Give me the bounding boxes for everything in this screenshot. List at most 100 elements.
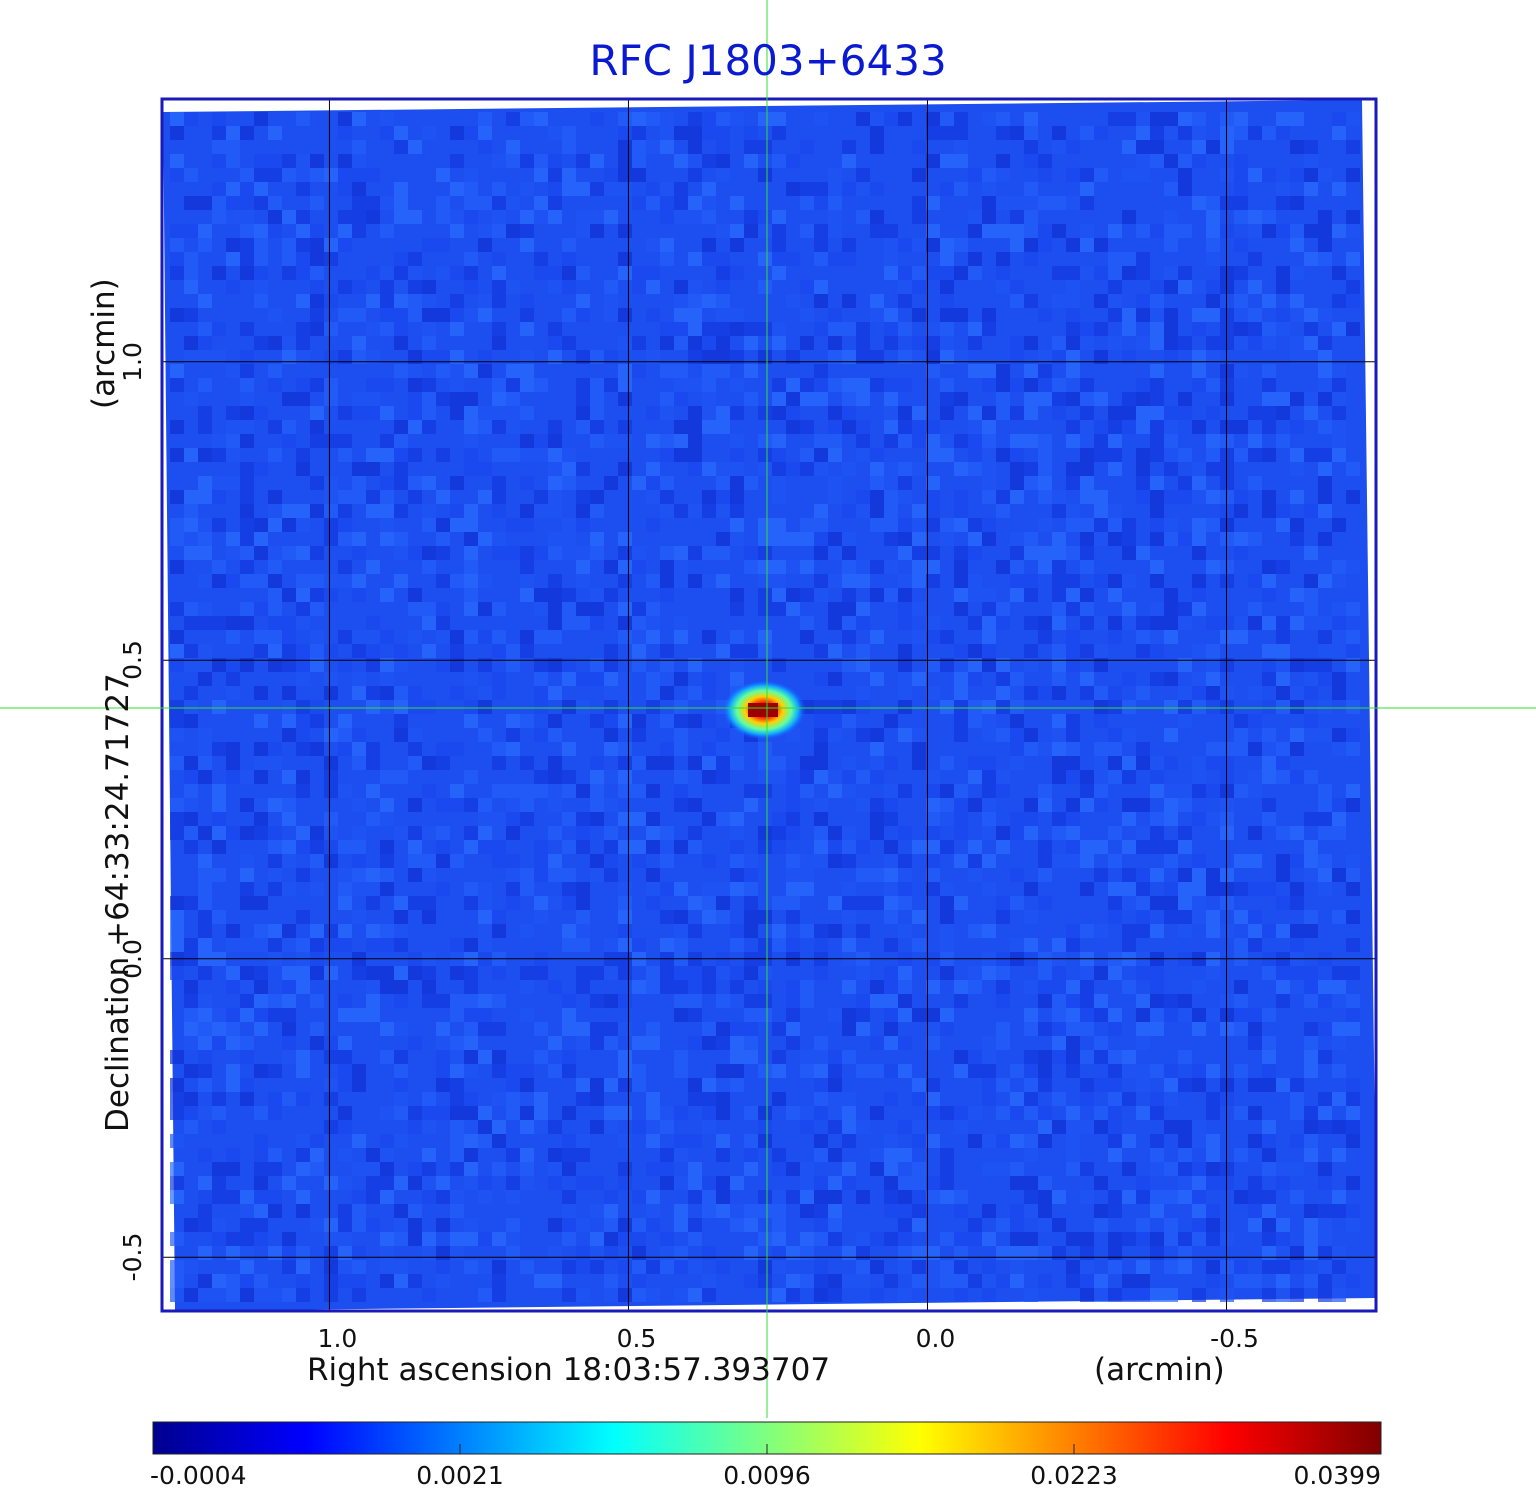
map-pixel: [296, 742, 310, 756]
map-pixel: [1346, 910, 1360, 924]
map-pixel: [1346, 700, 1360, 714]
map-pixel: [590, 588, 604, 602]
map-pixel: [1332, 1036, 1346, 1050]
map-pixel: [688, 1134, 702, 1148]
map-pixel: [1276, 1274, 1290, 1288]
map-pixel: [1206, 966, 1220, 980]
map-pixel: [1150, 1148, 1164, 1162]
map-pixel: [450, 224, 464, 238]
map-pixel: [1346, 210, 1360, 224]
map-pixel: [800, 560, 814, 574]
chart-title: RFC J1803+6433: [589, 36, 947, 85]
map-pixel: [422, 280, 436, 294]
map-pixel: [786, 532, 800, 546]
map-pixel: [898, 546, 912, 560]
map-pixel: [408, 868, 422, 882]
map-pixel: [436, 448, 450, 462]
map-pixel: [884, 1008, 898, 1022]
map-pixel: [1220, 658, 1234, 672]
map-pixel: [604, 1022, 618, 1036]
map-pixel: [478, 350, 492, 364]
map-pixel: [758, 462, 772, 476]
map-pixel: [1332, 406, 1346, 420]
map-pixel: [968, 1050, 982, 1064]
map-pixel: [1346, 1120, 1360, 1134]
map-pixel: [450, 1008, 464, 1022]
map-pixel: [1080, 602, 1094, 616]
map-pixel: [954, 182, 968, 196]
map-pixel: [1262, 1134, 1276, 1148]
map-pixel: [898, 854, 912, 868]
map-pixel: [226, 1036, 240, 1050]
map-pixel: [702, 1176, 716, 1190]
map-pixel: [240, 896, 254, 910]
map-pixel: [184, 308, 198, 322]
map-pixel: [618, 910, 632, 924]
map-pixel: [772, 1232, 786, 1246]
map-pixel: [744, 364, 758, 378]
map-pixel: [1276, 868, 1290, 882]
map-pixel: [1136, 882, 1150, 896]
map-pixel: [1080, 560, 1094, 574]
map-pixel: [1206, 1134, 1220, 1148]
map-pixel: [324, 1218, 338, 1232]
map-pixel: [814, 924, 828, 938]
map-pixel: [828, 420, 842, 434]
map-pixel: [898, 378, 912, 392]
map-pixel: [940, 532, 954, 546]
map-pixel: [212, 574, 226, 588]
map-pixel: [1178, 602, 1192, 616]
map-pixel: [996, 840, 1010, 854]
map-pixel: [1304, 616, 1318, 630]
map-pixel: [464, 1232, 478, 1246]
map-pixel: [184, 896, 198, 910]
map-pixel: [338, 868, 352, 882]
map-pixel: [310, 938, 324, 952]
map-pixel: [590, 1246, 604, 1260]
map-pixel: [912, 1120, 926, 1134]
map-pixel: [1010, 1106, 1024, 1120]
map-pixel: [1304, 686, 1318, 700]
map-pixel: [352, 1288, 366, 1302]
map-pixel: [688, 154, 702, 168]
map-pixel: [1164, 532, 1178, 546]
map-pixel: [1206, 462, 1220, 476]
map-pixel: [366, 644, 380, 658]
map-pixel: [1080, 994, 1094, 1008]
map-pixel: [1024, 476, 1038, 490]
map-pixel: [1122, 672, 1136, 686]
map-pixel: [674, 294, 688, 308]
map-pixel: [1150, 994, 1164, 1008]
map-pixel: [212, 840, 226, 854]
map-pixel: [408, 140, 422, 154]
map-pixel: [604, 742, 618, 756]
map-pixel: [828, 1092, 842, 1106]
map-pixel: [646, 1134, 660, 1148]
map-pixel: [982, 630, 996, 644]
map-pixel: [464, 602, 478, 616]
map-pixel: [982, 210, 996, 224]
map-pixel: [1220, 322, 1234, 336]
map-pixel: [674, 322, 688, 336]
map-pixel: [506, 896, 520, 910]
map-pixel: [464, 896, 478, 910]
map-pixel: [954, 798, 968, 812]
map-pixel: [870, 112, 884, 126]
map-pixel: [1332, 182, 1346, 196]
map-pixel: [1220, 1288, 1234, 1302]
map-pixel: [688, 980, 702, 994]
map-pixel: [380, 1050, 394, 1064]
map-pixel: [268, 616, 282, 630]
map-pixel: [954, 1064, 968, 1078]
map-pixel: [184, 1008, 198, 1022]
map-pixel: [1220, 476, 1234, 490]
map-pixel: [772, 434, 786, 448]
map-pixel: [170, 518, 184, 532]
map-pixel: [1248, 924, 1262, 938]
map-pixel: [1052, 504, 1066, 518]
map-pixel: [548, 504, 562, 518]
map-pixel: [730, 1176, 744, 1190]
map-pixel: [1262, 1162, 1276, 1176]
map-pixel: [212, 1162, 226, 1176]
map-pixel: [1220, 504, 1234, 518]
